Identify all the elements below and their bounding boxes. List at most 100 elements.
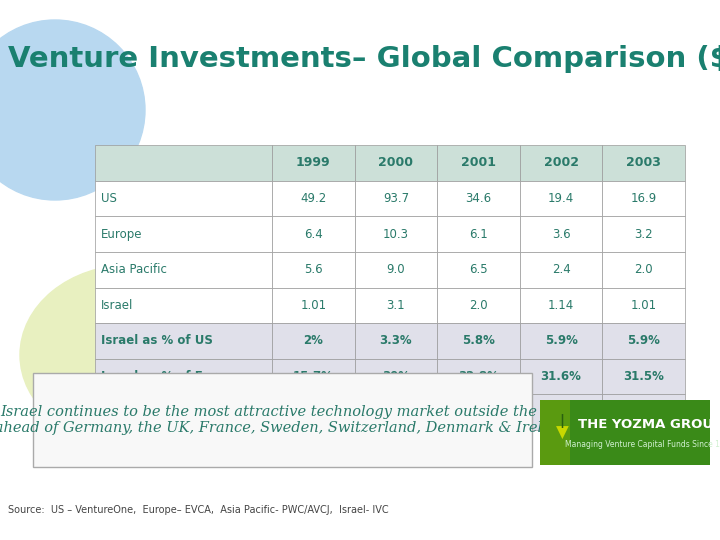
Bar — [603, 287, 685, 323]
Bar — [603, 323, 685, 359]
Text: Israel as % of Asia Pacific: Israel as % of Asia Pacific — [101, 406, 271, 419]
Text: Managing Venture Capital Funds Since 1993: Managing Venture Capital Funds Since 199… — [565, 440, 720, 449]
Text: 2003: 2003 — [626, 156, 661, 170]
Text: THE YOZMA GROUP: THE YOZMA GROUP — [577, 418, 720, 431]
Bar — [603, 394, 685, 430]
Bar — [603, 180, 685, 216]
Polygon shape — [540, 400, 570, 465]
Bar — [603, 145, 685, 180]
Text: Israel: Israel — [101, 299, 133, 312]
Bar — [95, 323, 272, 359]
Text: 2.0: 2.0 — [469, 299, 488, 312]
Text: 6.1: 6.1 — [469, 227, 488, 240]
Bar — [437, 145, 520, 180]
Bar — [95, 216, 272, 252]
Text: 1999: 1999 — [296, 156, 330, 170]
Text: 1.01: 1.01 — [300, 299, 326, 312]
Bar — [355, 394, 437, 430]
Bar — [520, 323, 603, 359]
Text: 5.9%: 5.9% — [627, 334, 660, 347]
Bar — [95, 359, 272, 394]
Bar — [520, 252, 603, 287]
Bar — [603, 359, 685, 394]
Bar — [95, 180, 272, 216]
Bar — [355, 323, 437, 359]
Bar — [355, 252, 437, 287]
Text: 3.1: 3.1 — [387, 299, 405, 312]
Bar — [272, 252, 355, 287]
Bar — [355, 359, 437, 394]
Text: 30.8%: 30.8% — [458, 406, 499, 419]
Bar — [603, 216, 685, 252]
Bar — [437, 252, 520, 287]
Text: 6.5: 6.5 — [469, 263, 488, 276]
Text: 6.4: 6.4 — [304, 227, 323, 240]
Text: Source:  US – VentureOne,  Europe– EVCA,  Asia Pacific- PWC/AVCJ,  Israel- IVC: Source: US – VentureOne, Europe– EVCA, A… — [8, 505, 389, 515]
Bar — [355, 287, 437, 323]
Text: Asia Pacific: Asia Pacific — [101, 263, 167, 276]
Text: 2000: 2000 — [379, 156, 413, 170]
Text: 16.9: 16.9 — [631, 192, 657, 205]
Text: Israel as % of Europe: Israel as % of Europe — [101, 370, 241, 383]
Bar — [437, 323, 520, 359]
Bar — [437, 216, 520, 252]
Text: 5.8%: 5.8% — [462, 334, 495, 347]
Text: Israel as % of US: Israel as % of US — [101, 334, 213, 347]
Bar — [520, 180, 603, 216]
Text: 15.7%: 15.7% — [293, 370, 334, 383]
Text: 18%: 18% — [300, 406, 328, 419]
Bar — [437, 180, 520, 216]
Bar — [95, 394, 272, 430]
Bar — [95, 145, 272, 180]
Bar — [520, 287, 603, 323]
Bar — [355, 145, 437, 180]
Text: 19.4: 19.4 — [548, 192, 575, 205]
Bar — [540, 400, 710, 465]
Bar — [520, 216, 603, 252]
Bar — [272, 394, 355, 430]
Text: 2002: 2002 — [544, 156, 579, 170]
Bar — [520, 359, 603, 394]
Text: 5.9%: 5.9% — [544, 334, 577, 347]
Text: ▼: ▼ — [556, 423, 568, 442]
Text: 1.14: 1.14 — [548, 299, 575, 312]
Text: 30%: 30% — [382, 370, 410, 383]
Text: 47.5%: 47.5% — [541, 406, 582, 419]
Bar — [272, 359, 355, 394]
Bar — [355, 216, 437, 252]
Bar — [437, 287, 520, 323]
Bar — [355, 180, 437, 216]
Text: 34.6: 34.6 — [465, 192, 492, 205]
Text: 50.5%: 50.5% — [624, 406, 665, 419]
Bar — [272, 323, 355, 359]
Bar — [95, 287, 272, 323]
Text: 2001: 2001 — [461, 156, 496, 170]
Text: 5.6: 5.6 — [304, 263, 323, 276]
Text: 93.7: 93.7 — [383, 192, 409, 205]
Text: 2.4: 2.4 — [552, 263, 570, 276]
Text: Venture Investments– Global Comparison ($B): Venture Investments– Global Comparison (… — [8, 45, 720, 73]
Text: |: | — [559, 414, 564, 428]
Bar — [603, 252, 685, 287]
Bar — [272, 287, 355, 323]
Text: 2.0: 2.0 — [634, 263, 653, 276]
Text: 49.2: 49.2 — [300, 192, 326, 205]
Text: 3.3%: 3.3% — [379, 334, 413, 347]
Bar — [520, 145, 603, 180]
Text: 2%: 2% — [303, 334, 323, 347]
Bar — [272, 216, 355, 252]
Bar — [95, 252, 272, 287]
Bar — [272, 180, 355, 216]
Text: 32.8%: 32.8% — [458, 370, 499, 383]
FancyBboxPatch shape — [33, 373, 532, 467]
Text: 3.6: 3.6 — [552, 227, 570, 240]
Bar — [272, 145, 355, 180]
Text: US: US — [101, 192, 117, 205]
Bar — [437, 359, 520, 394]
Text: 1.01: 1.01 — [631, 299, 657, 312]
Bar — [437, 394, 520, 430]
Text: 10.3: 10.3 — [383, 227, 409, 240]
Circle shape — [0, 20, 145, 200]
Bar — [520, 394, 603, 430]
Text: 34.4%: 34.4% — [375, 406, 416, 419]
